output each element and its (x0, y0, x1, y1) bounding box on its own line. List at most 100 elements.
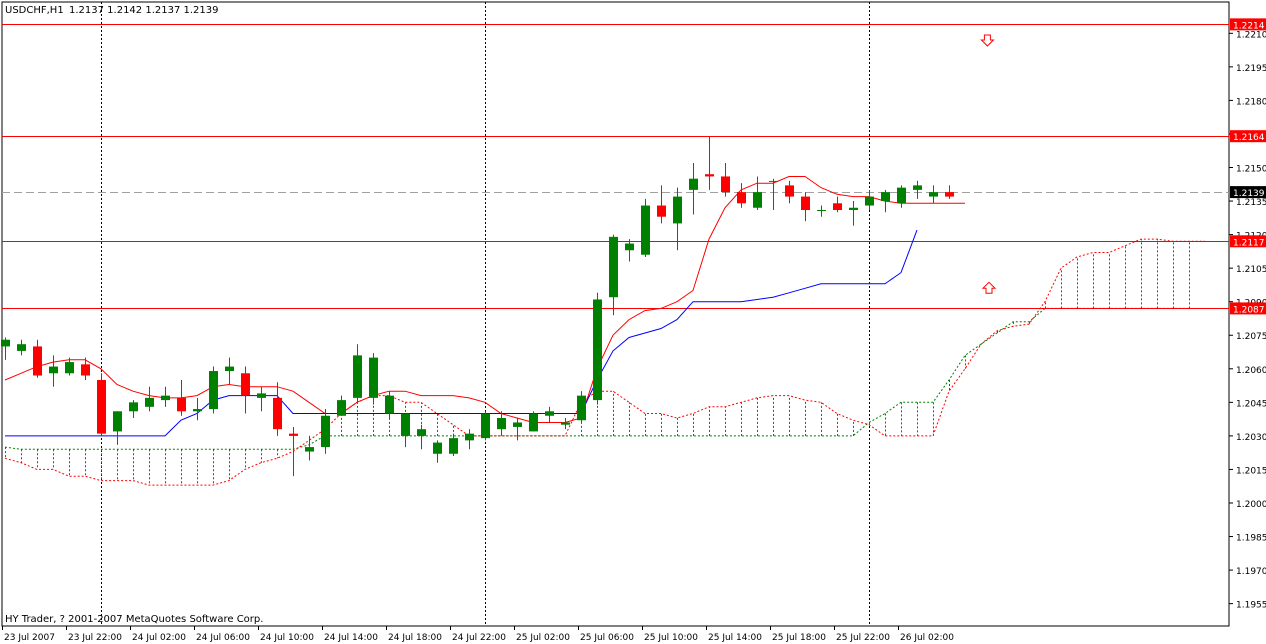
bull-candle-body (225, 366, 234, 372)
bull-candle-body (353, 355, 362, 398)
level-price-label: 1.2214 (1233, 21, 1265, 31)
bull-candle-body (209, 371, 218, 410)
bull-candle-body (609, 236, 618, 298)
bull-candle-body (481, 413, 490, 439)
level-price-label: 1.2087 (1233, 305, 1265, 315)
senkou-span-b-line (4, 238, 1205, 486)
price-axis[interactable]: 1.22101.21951.21801.21651.21501.21351.21… (1229, 18, 1266, 611)
time-tick-label: 25 Jul 22:00 (836, 633, 890, 643)
current-price-box (1230, 186, 1266, 199)
bull-candle-body (417, 429, 426, 436)
level-price-box[interactable] (1230, 18, 1266, 31)
bull-candle-body (625, 243, 634, 251)
price-tick-label: 1.2135 (1236, 198, 1266, 208)
bear-candle-body (81, 364, 90, 376)
bull-candle-body (529, 413, 538, 432)
bull-candle-body (497, 418, 506, 430)
time-tick-label: 25 Jul 02:00 (516, 633, 570, 643)
bull-candle-body (849, 207, 858, 210)
ohlc-readout: 1.2137 1.2142 1.2137 1.2139 (69, 5, 219, 16)
candlesticks (1, 136, 954, 477)
bull-candle-body (129, 402, 138, 412)
time-tick-label: 24 Jul 14:00 (324, 633, 378, 643)
arrow-up-icon[interactable] (981, 281, 997, 294)
bull-candle-body (321, 415, 330, 448)
price-tick-label: 1.2210 (1236, 30, 1266, 40)
price-tick-label: 1.1955 (1236, 601, 1266, 611)
bull-candle-body (673, 196, 682, 224)
price-tick-label: 1.1985 (1236, 534, 1266, 544)
bull-candle-body (449, 438, 458, 454)
bull-candle-body (865, 196, 874, 206)
bull-candle-body (65, 362, 74, 374)
time-axis[interactable]: 23 Jul 2007 23 Jul 22:00 24 Jul 02:00 24 Ju… (2, 626, 955, 643)
bear-candle-body (801, 196, 810, 210)
bull-candle-body (593, 299, 602, 401)
time-tick-label: 24 Jul 06:00 (196, 633, 250, 643)
ichimoku-cloud (4, 238, 1205, 486)
bull-candle-body (113, 411, 122, 432)
bear-candle-body (705, 174, 714, 177)
kijun-sen-line (5, 229, 918, 437)
bull-candle-body (305, 447, 314, 452)
bear-candle-body (833, 203, 842, 210)
bull-candle-body (257, 393, 266, 398)
bull-candle-body (433, 442, 442, 454)
level-price-box[interactable] (1230, 302, 1266, 315)
bull-candle-body (513, 422, 522, 427)
bull-candle-body (689, 178, 698, 190)
time-tick-label: 26 Jul 02:00 (900, 633, 954, 643)
time-tick-label: 23 Jul 22:00 (68, 633, 122, 643)
price-tick-label: 1.2180 (1236, 97, 1266, 107)
price-tick-label: 1.2000 (1236, 500, 1266, 510)
time-tick-label: 24 Jul 22:00 (452, 633, 506, 643)
bull-candle-body (897, 187, 906, 204)
symbol-timeframe-label: USDCHF,H1 (5, 5, 64, 16)
level-price-label: 1.2164 (1233, 133, 1265, 143)
bull-candle-body (145, 397, 154, 407)
chart-frame (1, 1, 1230, 627)
time-tick-label: 25 Jul 18:00 (772, 633, 826, 643)
time-tick-label: 24 Jul 10:00 (260, 633, 314, 643)
bull-candle-body (385, 395, 394, 414)
bull-candle-body (913, 185, 922, 190)
time-tick-label: 24 Jul 18:00 (388, 633, 442, 643)
arrow-down-icon[interactable] (980, 34, 995, 47)
bull-candle-body (1, 339, 10, 347)
price-tick-label: 1.1970 (1236, 567, 1266, 577)
bull-candle-body (49, 366, 58, 374)
bull-candle-body (753, 192, 762, 208)
bear-candle-body (721, 176, 730, 193)
level-price-box[interactable] (1230, 235, 1266, 248)
price-tick-label: 1.2045 (1236, 399, 1266, 409)
price-tick-label: 1.2075 (1236, 332, 1266, 342)
bear-candle-body (33, 346, 42, 376)
copyright-text: HY Trader, ? 2001-2007 MetaQuotes Softwa… (5, 614, 263, 625)
bull-candle-body (337, 400, 346, 416)
bull-candle-body (465, 433, 474, 441)
bear-candle-body (241, 373, 250, 396)
price-tick-label: 1.2105 (1236, 265, 1266, 275)
time-tick-label: 25 Jul 14:00 (708, 633, 762, 643)
time-tick-label: 25 Jul 10:00 (644, 633, 698, 643)
bear-candle-body (97, 379, 106, 434)
plot-border (1, 1, 1230, 627)
bull-candle-body (881, 192, 890, 202)
level-price-box[interactable] (1230, 130, 1266, 143)
bull-candle-body (929, 192, 938, 197)
period-separators (101, 2, 870, 626)
bear-candle-body (657, 205, 666, 217)
level-price-label: 1.2117 (1233, 238, 1265, 248)
bull-candle-body (193, 409, 202, 412)
price-tick-label: 1.2030 (1236, 433, 1266, 443)
arrow-markers[interactable] (980, 34, 997, 294)
price-tick-label: 1.2060 (1236, 366, 1266, 376)
bear-candle-body (289, 433, 298, 436)
bull-candle-body (561, 422, 570, 425)
bull-candle-body (161, 395, 170, 401)
bear-candle-body (785, 185, 794, 197)
senkou-span-a-line (4, 307, 1189, 450)
bull-candle-body (641, 205, 650, 255)
